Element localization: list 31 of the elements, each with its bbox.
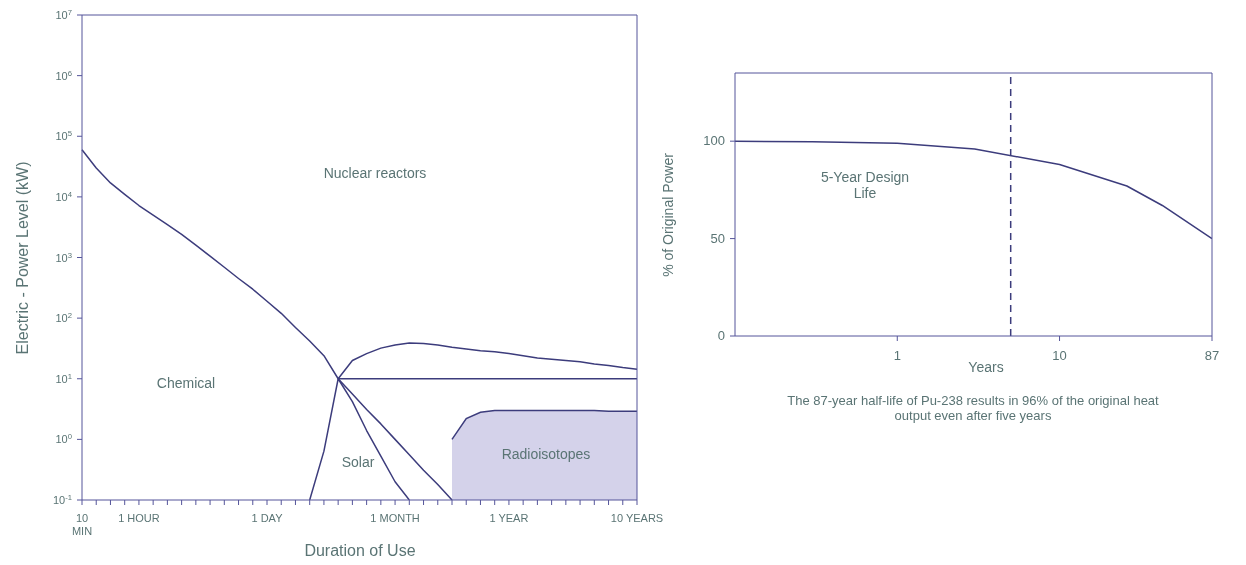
y-tick-label: 10$^{6}$	[55, 68, 72, 82]
y-axis-title: Electric - Power Level (kW)	[14, 161, 31, 355]
x-tick-label: 10 YEARS	[610, 512, 664, 524]
x-tick-label: 87	[1204, 348, 1220, 363]
x-tick-label: 10 MIN	[71, 512, 93, 537]
annotation: Solar	[341, 454, 375, 470]
y-tick-label: 10$^{-1}$	[52, 492, 72, 506]
x-tick-label: 1	[893, 348, 901, 363]
y-axis-title: % of Original Power	[660, 152, 676, 277]
annotation: Nuclear reactors	[323, 165, 427, 181]
x-tick-label: 10	[1052, 348, 1067, 363]
y-tick-label: 50	[710, 230, 725, 246]
y-tick-label: 100	[703, 133, 725, 149]
y-tick-label: 10$^{7}$	[55, 7, 72, 21]
annotation: Chemical	[156, 375, 216, 391]
text: The 87-year half-life of Pu-238 results in 96% of the original heat output even after five years	[787, 393, 1160, 423]
x-axis-title: Duration of Use	[304, 542, 416, 559]
y-tick-label: 10$^{1}$	[55, 371, 72, 385]
y-tick-label: 0	[717, 328, 725, 343]
x-tick-label: 1 HOUR	[118, 512, 160, 524]
y-tick-label: 10$^{5}$	[55, 128, 72, 143]
x-axis-title: Years	[968, 359, 1004, 375]
y-tick-label: 10$^{3}$	[55, 250, 72, 264]
x-tick-label: 1 MONTH	[370, 512, 420, 524]
annotation: Radioisotopes	[501, 446, 591, 462]
y-tick-label: 10$^{2}$	[55, 310, 72, 325]
y-tick-label: 10$^{0}$	[55, 431, 72, 446]
x-tick-label: 1 DAY	[251, 512, 284, 524]
y-tick-label: 10$^{4}$	[55, 189, 73, 203]
annotation: 5-Year Design Life	[820, 169, 910, 202]
x-tick-label: 1 YEAR	[489, 512, 529, 524]
